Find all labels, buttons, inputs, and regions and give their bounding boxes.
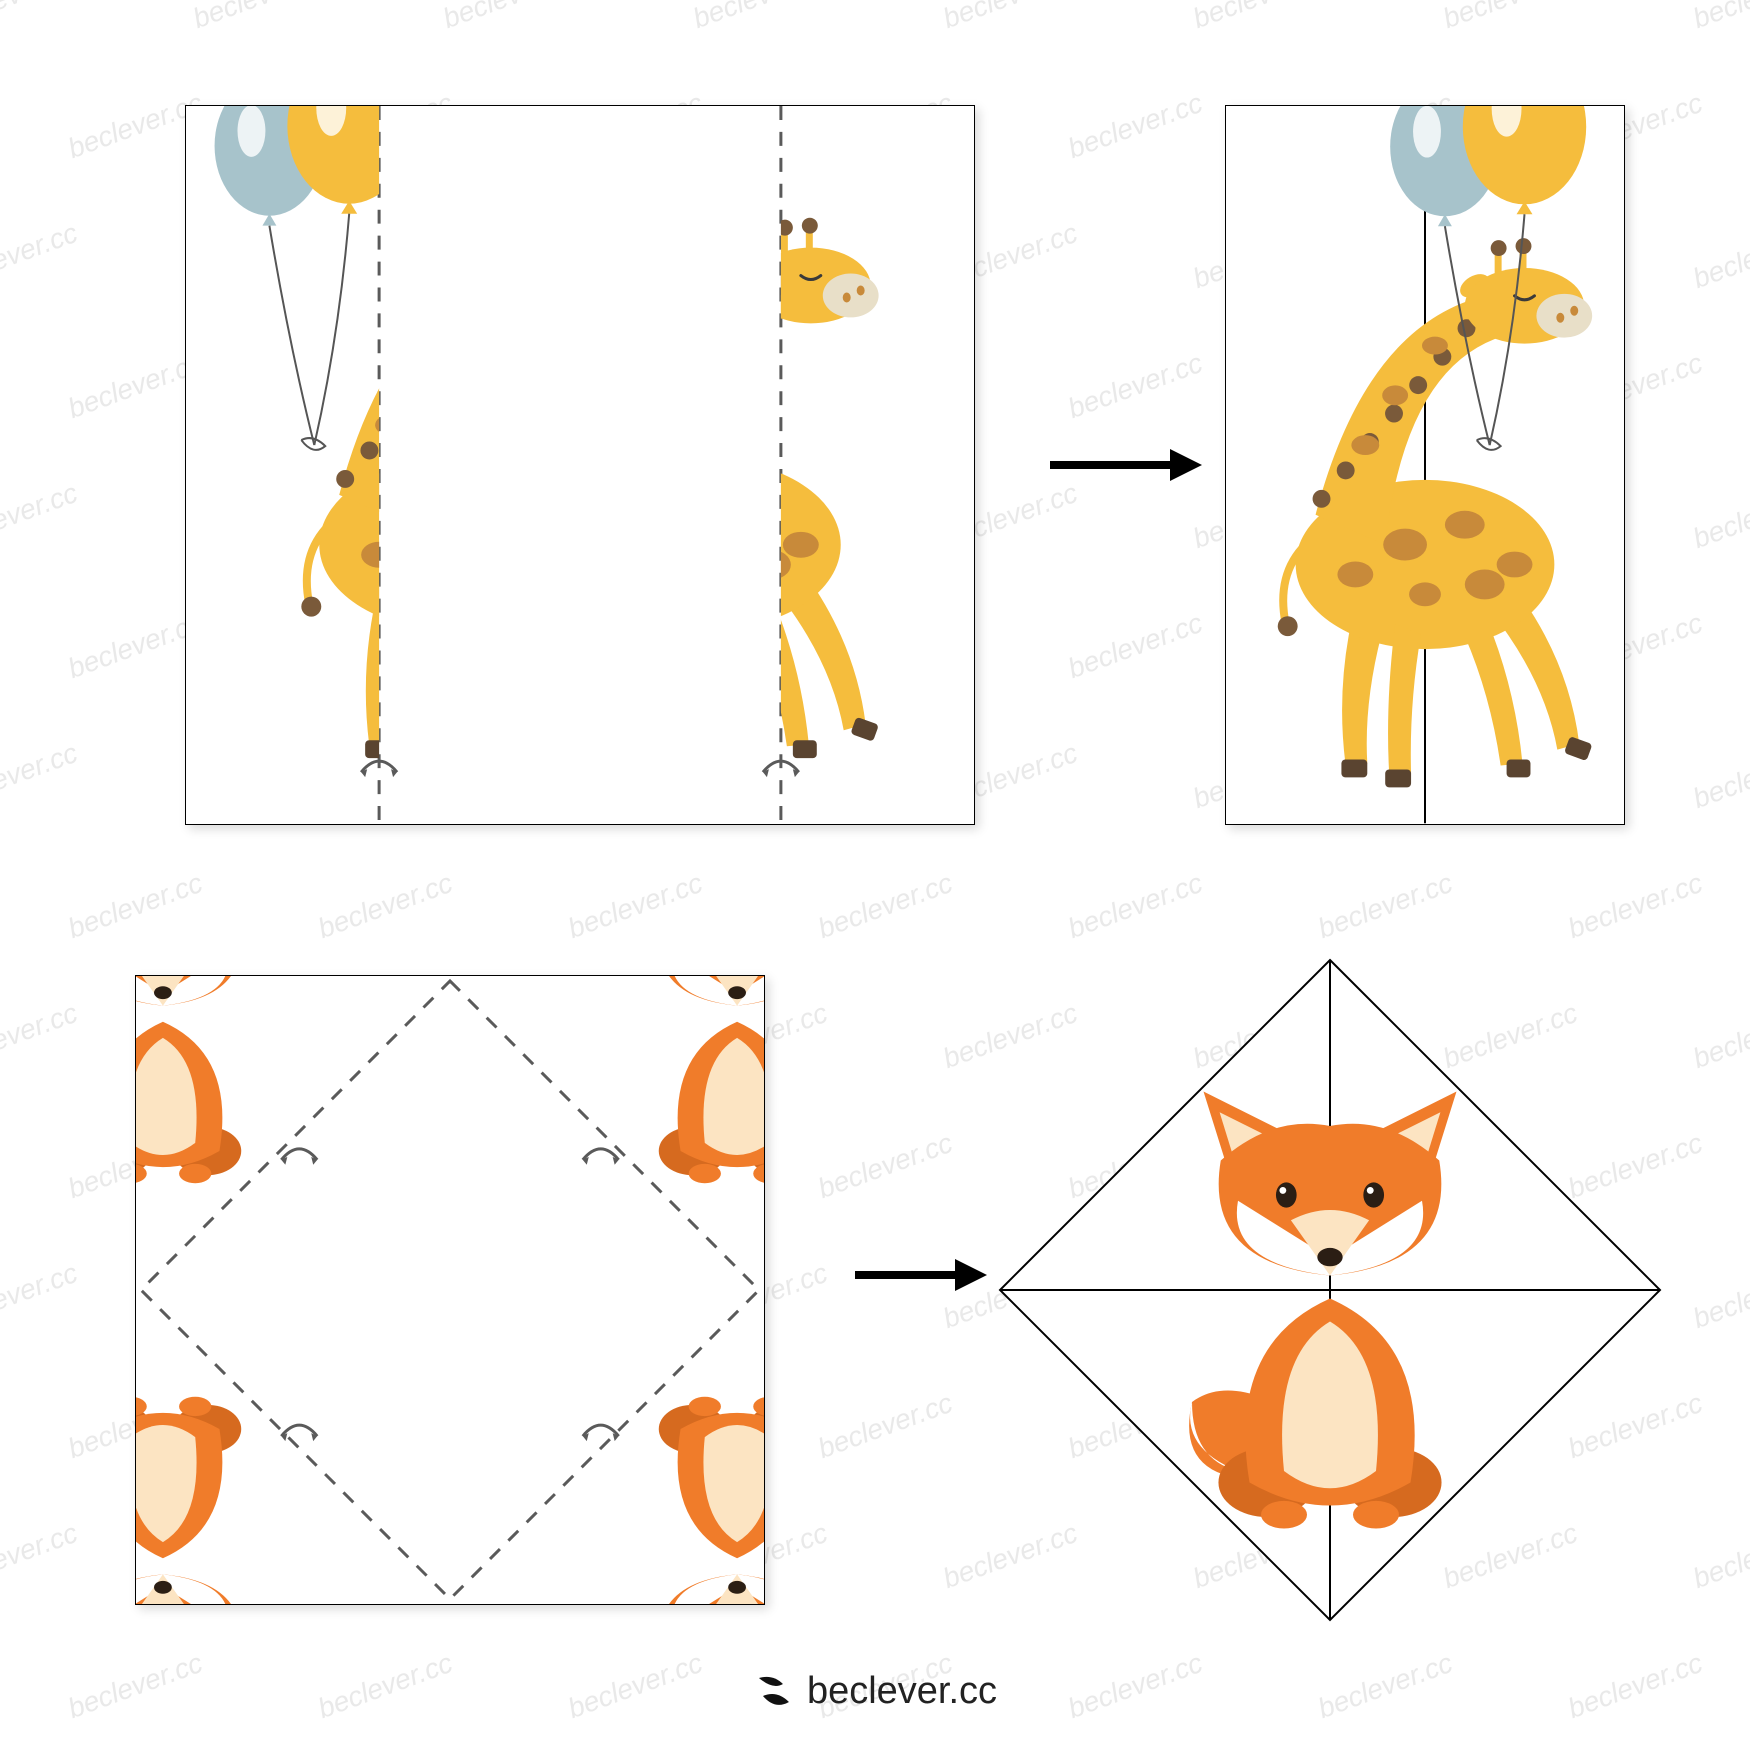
row1-arrow-icon: [1040, 435, 1220, 495]
row1-folded-svg: [1226, 106, 1624, 824]
row2-panel-unfolded: [135, 975, 765, 1605]
row1-unfolded-svg: [186, 106, 974, 824]
row1-panel-folded: [1225, 105, 1625, 825]
row1-panel-unfolded: [185, 105, 975, 825]
row2-arrow-icon: [845, 1245, 1005, 1305]
footer-text: beclever.cc: [807, 1670, 997, 1713]
footer-logo-icon: [753, 1672, 793, 1712]
row2-unfolded-svg: [136, 976, 764, 1604]
row2-folded-svg: [995, 955, 1665, 1625]
footer: beclever.cc: [753, 1670, 997, 1713]
